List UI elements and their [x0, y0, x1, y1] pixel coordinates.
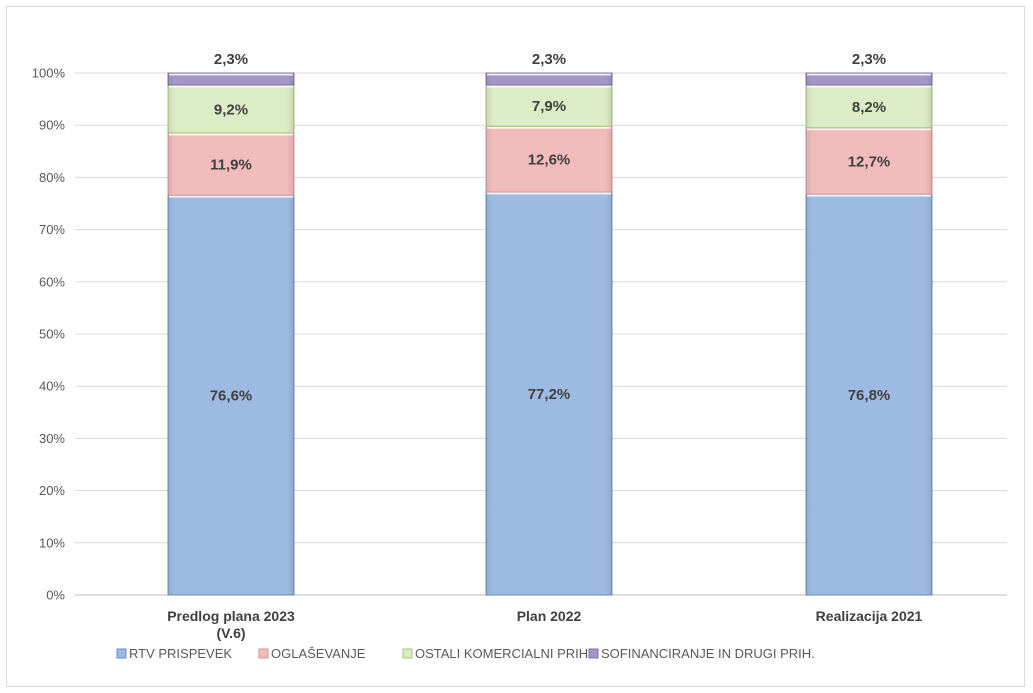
bar-segment-shade — [486, 192, 612, 596]
data-label: 2,3% — [532, 51, 566, 68]
x-tick-label: (V.6) — [216, 625, 245, 641]
legend-swatch — [588, 648, 599, 659]
bar-segment-shade — [168, 85, 294, 134]
data-labels: 76,6% 11,9% 9,2% 2,3% 77,2% 12,6% 7,9% 2,3% 76,8… — [210, 51, 891, 405]
data-label: 8,2% — [852, 99, 886, 116]
data-label: 12,6% — [528, 152, 571, 169]
data-label: 11,9% — [210, 157, 252, 174]
bar-segment-shade — [806, 127, 932, 195]
y-tick-label: 30% — [39, 431, 65, 446]
bar-segment-shade — [806, 85, 932, 128]
legend-label: OGLAŠEVANJE — [271, 646, 366, 661]
y-axis: 0% 10% 20% 30% 40% 50% 60% 70% 80% 90% 100% — [32, 66, 66, 603]
data-label: 2,3% — [852, 51, 886, 68]
legend-swatch — [116, 648, 127, 659]
y-tick-label: 40% — [39, 379, 65, 394]
y-tick-label: 0% — [46, 588, 65, 603]
bar-segment-shade — [168, 73, 294, 86]
legend-swatch — [258, 648, 269, 659]
data-label: 2,3% — [214, 51, 248, 68]
data-label: 76,6% — [210, 388, 253, 405]
data-label: 77,2% — [528, 386, 571, 403]
stacked-bar-chart: 0% 10% 20% 30% 40% 50% 60% 70% 80% 90% 100% 76,6% 1… — [32, 51, 1007, 661]
bar-segment-shade — [806, 73, 932, 86]
legend-label: OSTALI KOMERCIALNI PRIH. — [415, 646, 592, 661]
chart-frame: 0% 10% 20% 30% 40% 50% 60% 70% 80% 90% 100% 76,6% 1… — [6, 6, 1025, 687]
bar-segment-shade — [806, 194, 932, 595]
x-tick-label: Realizacija 2021 — [816, 608, 923, 624]
y-tick-label: 90% — [39, 118, 65, 133]
y-tick-label: 20% — [39, 483, 65, 498]
data-label: 12,7% — [848, 153, 891, 170]
bar-segment-shade — [486, 85, 612, 127]
data-label: 7,9% — [532, 98, 566, 115]
x-tick-label: Predlog plana 2023 — [167, 608, 295, 624]
bar-segment-shade — [486, 73, 612, 86]
y-tick-label: 10% — [39, 535, 65, 550]
bar-segment-shade — [486, 126, 612, 193]
legend: RTV PRISPEVEK OGLAŠEVANJE OSTALI KOMERCIAL… — [116, 646, 815, 661]
y-tick-label: 50% — [39, 327, 65, 342]
x-axis: Predlog plana 2023(V.6) Plan 2022 Realizac… — [167, 608, 922, 641]
x-tick-label: Plan 2022 — [517, 608, 582, 624]
y-tick-label: 60% — [39, 274, 65, 289]
data-label: 76,8% — [848, 387, 891, 404]
legend-swatch — [402, 648, 413, 659]
bar-segment-shade — [168, 195, 294, 595]
y-tick-label: 100% — [32, 66, 66, 81]
bars — [167, 72, 933, 596]
legend-label: SOFINANCIRANJE IN DRUGI PRIH. — [601, 646, 815, 661]
y-tick-label: 70% — [39, 222, 65, 237]
data-label: 9,2% — [214, 102, 248, 119]
y-tick-label: 80% — [39, 170, 65, 185]
legend-label: RTV PRISPEVEK — [129, 646, 232, 661]
bar-segment-shade — [168, 133, 294, 196]
